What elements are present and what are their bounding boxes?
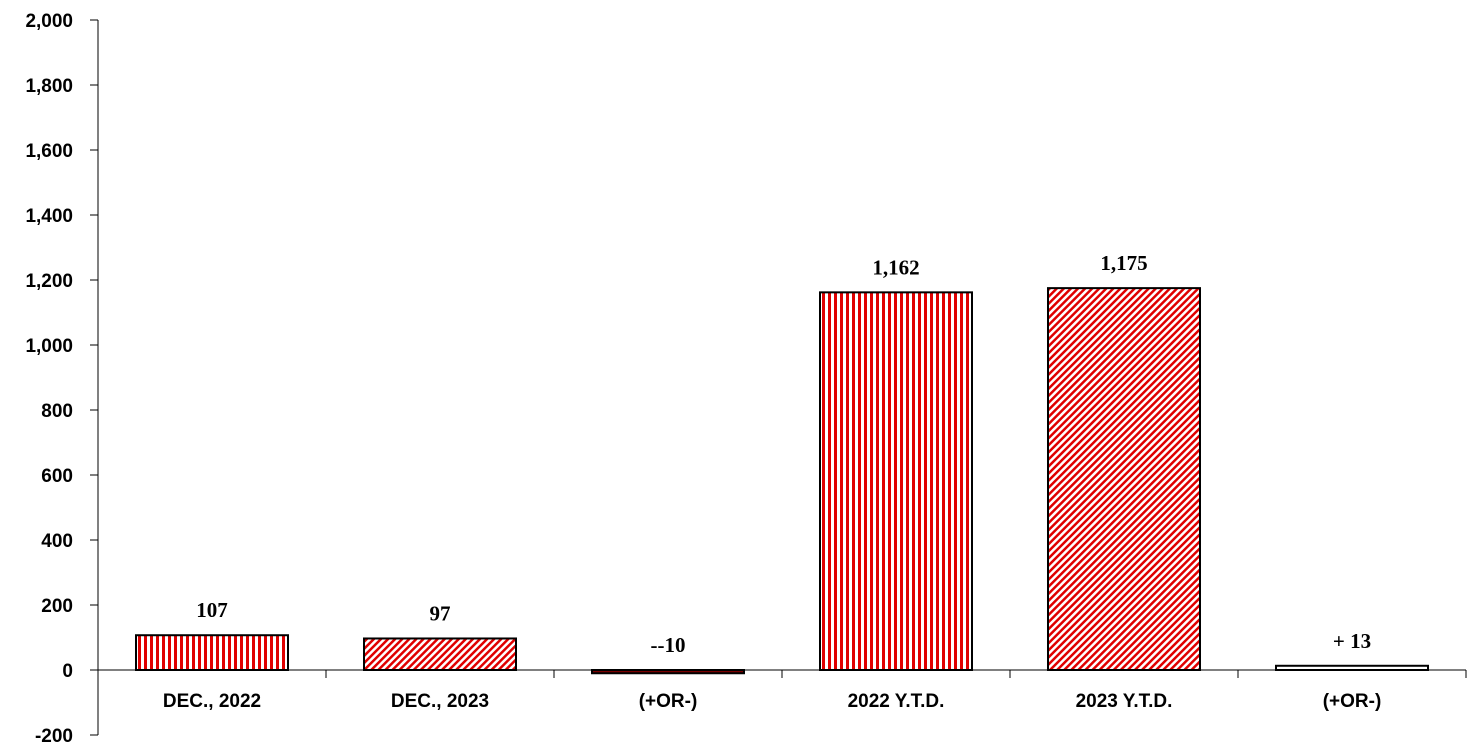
y-tick-label: 1,400 bbox=[25, 206, 73, 227]
data-label: 1,175 bbox=[1100, 251, 1147, 275]
label-layer: 107 DEC., 2022 97 DEC., 2023 --10 (+OR-) 1,162… bbox=[163, 251, 1381, 712]
bar bbox=[1047, 287, 1201, 671]
y-tick-label: 2,000 bbox=[25, 11, 73, 32]
x-tick-label: 2022 Y.T.D. bbox=[848, 691, 945, 712]
data-label: 97 bbox=[430, 601, 451, 625]
data-label: + 13 bbox=[1333, 629, 1371, 653]
x-tick-label: DEC., 2022 bbox=[163, 691, 261, 712]
y-tick-label: 200 bbox=[41, 596, 73, 617]
x-tick-label: (+OR-) bbox=[1323, 691, 1382, 712]
data-label: 1,162 bbox=[872, 255, 919, 279]
axis-layer: -200 0 200 400 600 800 1,000 1,200 1,400 1,600 1,8… bbox=[25, 11, 1467, 747]
bar bbox=[591, 669, 745, 675]
y-tick-label: 1,600 bbox=[25, 141, 73, 162]
x-tick-label: 2023 Y.T.D. bbox=[1076, 691, 1173, 712]
y-tick-label: 400 bbox=[41, 531, 73, 552]
y-tick-label: 1,800 bbox=[25, 76, 73, 97]
bar bbox=[363, 637, 517, 671]
bar bbox=[819, 291, 973, 671]
data-label: 107 bbox=[196, 598, 228, 622]
y-tick-label: 800 bbox=[41, 401, 73, 422]
y-tick-label: -200 bbox=[35, 726, 73, 747]
x-tick-label: DEC., 2023 bbox=[391, 691, 489, 712]
y-tick-label: 0 bbox=[62, 661, 73, 682]
y-tick-label: 1,000 bbox=[25, 336, 73, 357]
bar-layer bbox=[135, 287, 1429, 675]
y-tick-label: 600 bbox=[41, 466, 73, 487]
y-tick-label: 1,200 bbox=[25, 271, 73, 292]
data-label: --10 bbox=[651, 633, 686, 657]
bar bbox=[1275, 664, 1429, 672]
x-tick-label: (+OR-) bbox=[639, 691, 698, 712]
bar bbox=[135, 634, 289, 671]
